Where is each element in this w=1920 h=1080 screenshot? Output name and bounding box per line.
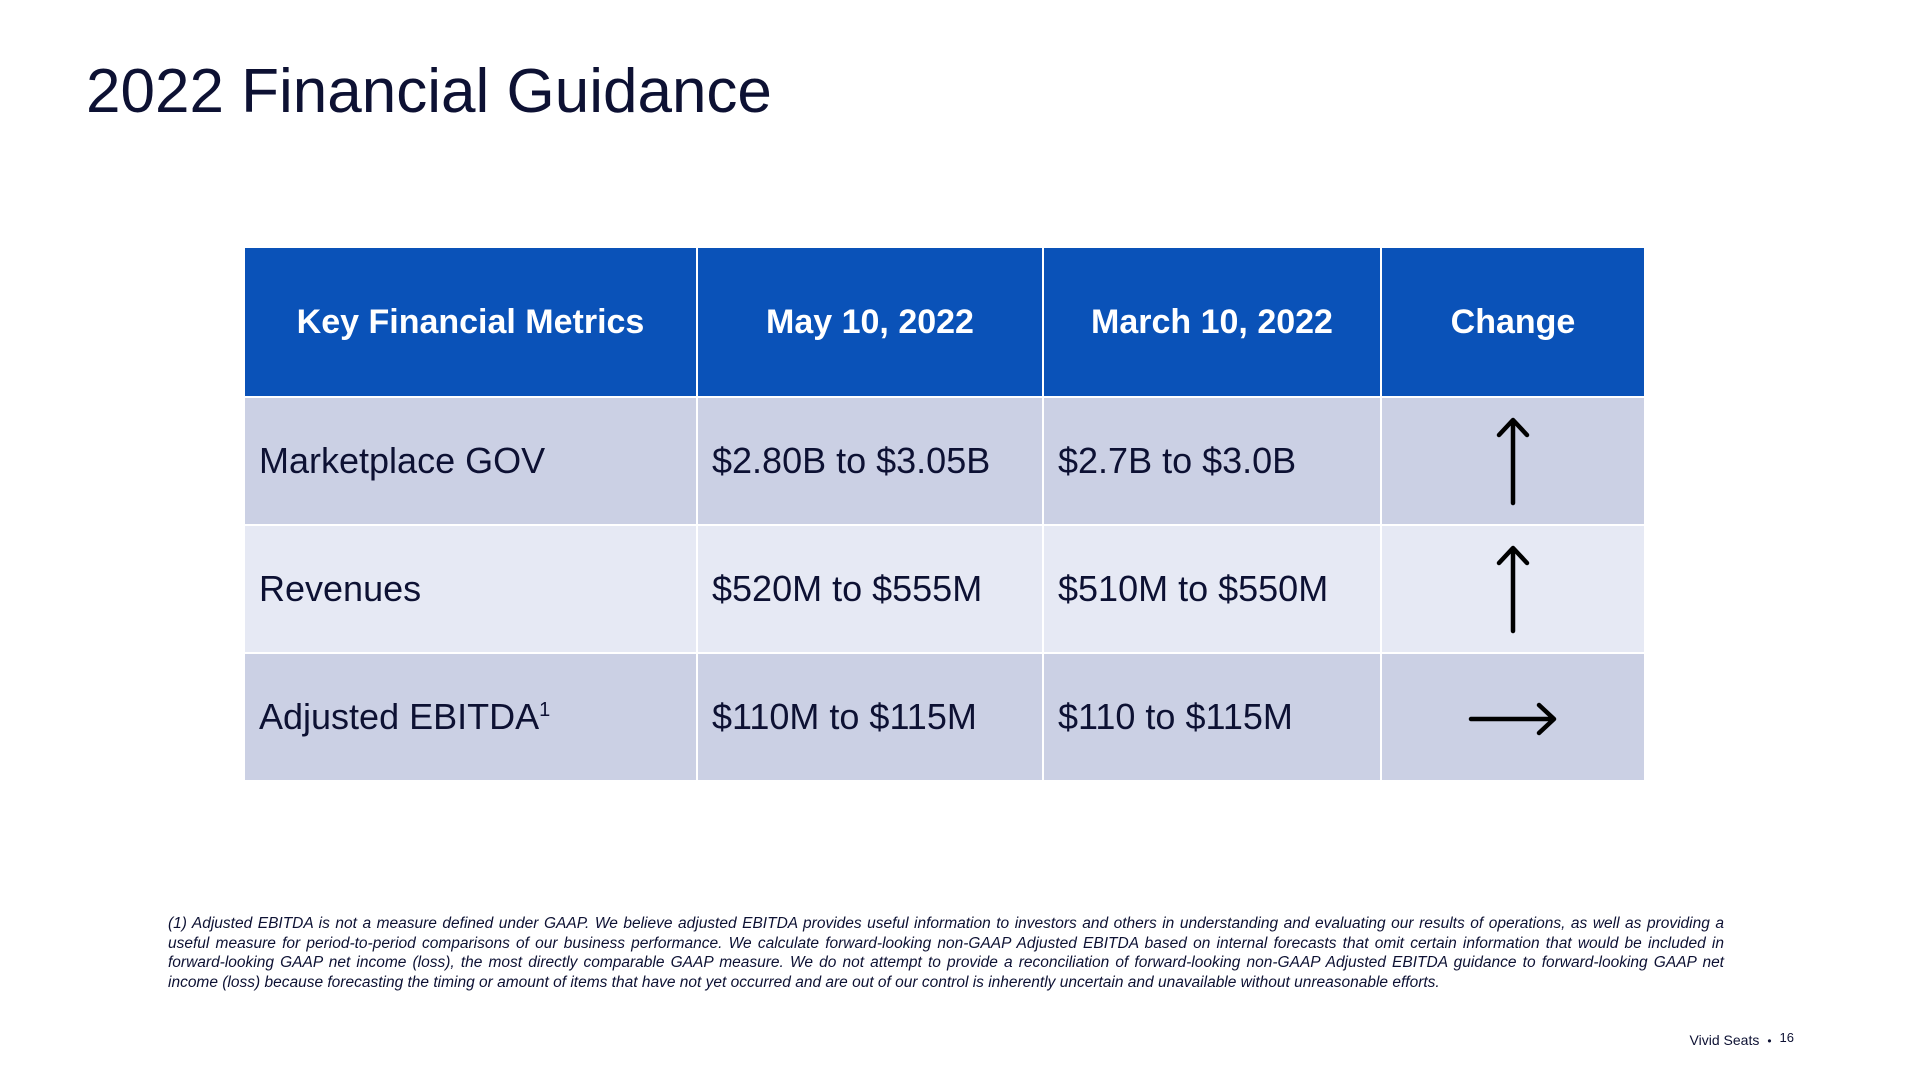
table-row: Revenues $520M to $555M $510M to $550M [243,524,1646,654]
metric-label: Adjusted EBITDA [259,696,540,737]
march-value-cell: $2.7B to $3.0B [1042,396,1382,526]
footnote-marker: 1 [539,699,551,721]
may-value-cell: $2.80B to $3.05B [696,396,1044,526]
may-value-cell: $110M to $115M [696,652,1044,782]
up-arrow-icon [1496,545,1530,634]
march-value-cell: $510M to $550M [1042,524,1382,654]
metric-label: Revenues [259,568,422,609]
table-header-row: Key Financial Metrics May 10, 2022 March… [243,246,1646,398]
header-key-financial-metrics: Key Financial Metrics [243,246,698,398]
may-value-cell: $520M to $555M [696,524,1044,654]
header-change: Change [1380,246,1646,398]
up-arrow-icon [1496,417,1530,506]
page-number: 16 [1779,1030,1794,1045]
footnote: (1) Adjusted EBITDA is not a measure def… [168,915,1724,991]
page-footer: Vivid Seats • 16 [1690,1030,1794,1048]
metric-cell: Adjusted EBITDA1 [243,652,698,782]
table-row: Marketplace GOV $2.80B to $3.05B $2.7B t… [243,396,1646,526]
change-cell [1380,652,1646,782]
footer-brand: Vivid Seats [1689,1032,1760,1048]
header-may-10-2022: May 10, 2022 [696,246,1044,398]
change-cell [1380,524,1646,654]
right-arrow-icon [1468,702,1557,735]
march-value-cell: $110 to $115M [1042,652,1382,782]
page-title: 2022 Financial Guidance [86,57,772,126]
change-cell [1380,396,1646,526]
metric-label: Marketplace GOV [259,440,546,481]
metric-cell: Revenues [243,524,698,654]
table-row: Adjusted EBITDA1 $110M to $115M $110 to … [243,652,1646,782]
footer-separator: • [1767,1034,1772,1048]
header-march-10-2022: March 10, 2022 [1042,246,1382,398]
guidance-table: Key Financial Metrics May 10, 2022 March… [243,246,1646,782]
metric-cell: Marketplace GOV [243,396,698,526]
